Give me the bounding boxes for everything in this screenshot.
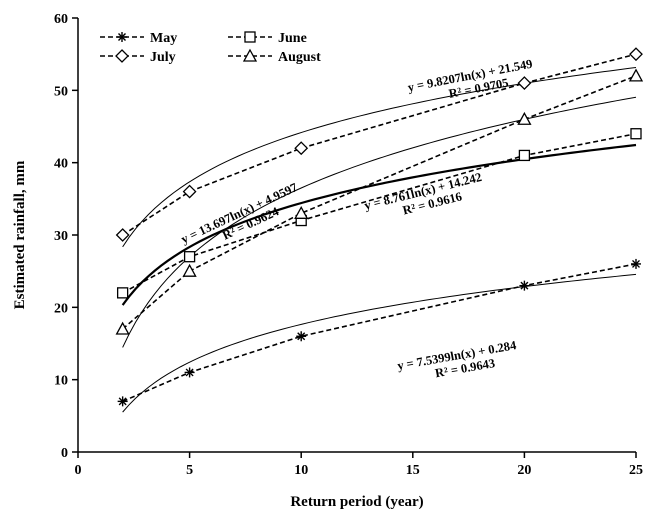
annotation-equation: y = 13.697ln(x) + 4.9597 <box>179 180 300 246</box>
y-tick-label: 10 <box>54 374 68 389</box>
legend-item-july: July <box>100 49 176 65</box>
trendline-august <box>122 96 637 348</box>
trendline-june <box>121 143 637 306</box>
x-axis-label: Return period (year) <box>290 494 423 510</box>
series-line-august <box>122 75 637 330</box>
series-line-june <box>122 132 637 294</box>
y-tick-label: 50 <box>54 84 68 99</box>
y-tick-label: 30 <box>54 229 68 244</box>
x-tick-label: 25 <box>629 463 643 478</box>
legend-marker <box>115 49 129 63</box>
point-may <box>117 396 128 407</box>
trendline-july <box>122 66 637 248</box>
legend-item-august: August <box>228 48 321 65</box>
point-july <box>294 141 309 156</box>
legend-marker <box>244 31 256 43</box>
series-line-may <box>122 263 637 403</box>
legend-label: July <box>150 50 176 65</box>
legend-label: August <box>278 50 321 65</box>
legend-marker <box>117 32 127 42</box>
axes: 0 10 20 30 40 50 60 0 5 10 15 20 25 <box>54 12 643 478</box>
series-group <box>115 47 644 407</box>
point-august <box>628 68 644 82</box>
x-tick-label: 5 <box>186 463 193 478</box>
y-tick-label: 0 <box>61 446 68 461</box>
legend-item-june: June <box>228 31 307 46</box>
legend-item-may: May <box>100 31 177 46</box>
y-tick-label: 60 <box>54 12 68 27</box>
legend: May June July August <box>100 31 321 65</box>
point-august <box>294 205 309 219</box>
point-august <box>115 321 130 335</box>
point-june <box>518 149 531 162</box>
y-tick-label: 40 <box>54 157 68 172</box>
legend-marker <box>242 48 258 62</box>
point-june <box>630 128 642 140</box>
x-tick-label: 15 <box>406 463 420 478</box>
x-tick-label: 10 <box>294 463 308 478</box>
y-axis-label: Estimated rainfall, mm <box>12 160 28 309</box>
point-july <box>115 228 130 242</box>
point-july <box>629 47 643 62</box>
trendlines <box>121 66 637 413</box>
point-july <box>182 184 197 199</box>
point-june <box>183 251 196 263</box>
y-tick-label: 20 <box>54 301 68 316</box>
x-tick-label: 0 <box>75 463 82 478</box>
point-july <box>517 76 532 91</box>
point-may <box>184 367 195 378</box>
point-may <box>631 258 641 269</box>
point-june <box>116 287 129 299</box>
x-tick-label: 20 <box>517 463 531 478</box>
point-august <box>182 263 197 277</box>
legend-label: June <box>278 31 307 46</box>
point-may <box>296 331 307 342</box>
point-august <box>517 111 532 125</box>
legend-label: May <box>150 31 177 46</box>
trendline-may <box>122 273 637 413</box>
point-may <box>519 280 530 291</box>
